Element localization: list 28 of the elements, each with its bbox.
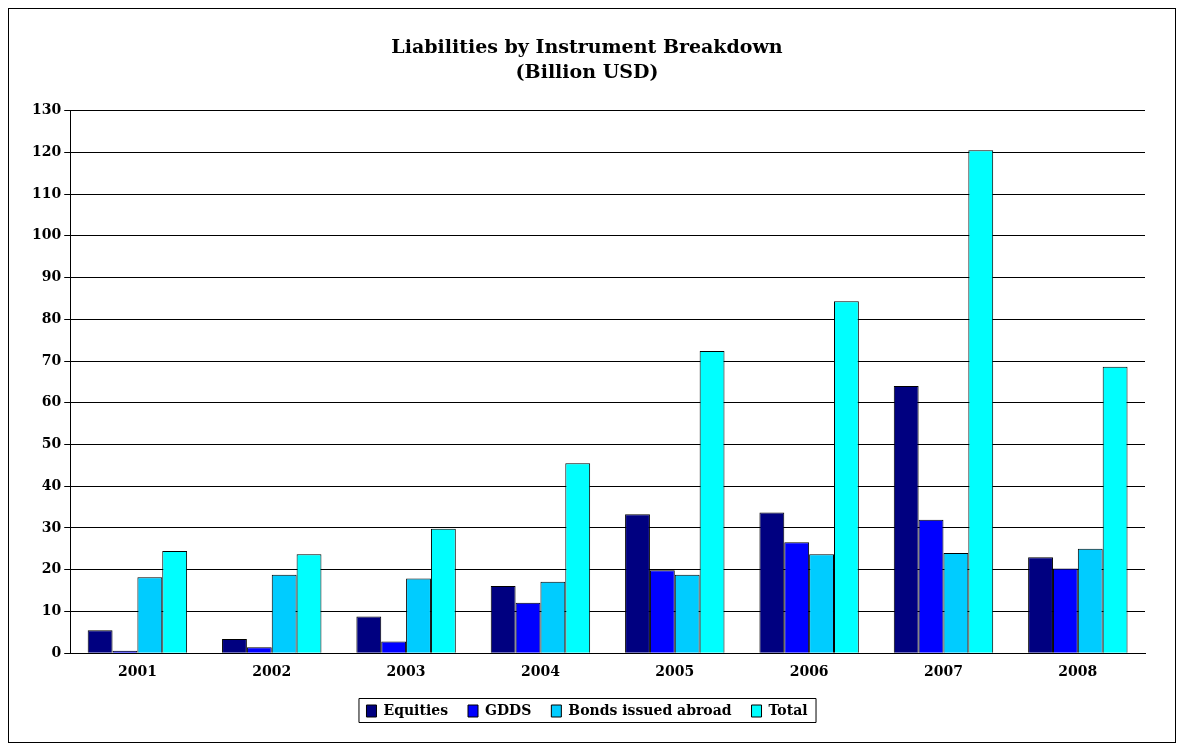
- x-tick-label: 2005: [655, 663, 695, 680]
- y-tick-label: 130: [31, 101, 62, 118]
- y-tick-label: 10: [41, 602, 62, 619]
- y-tick-label: 120: [31, 142, 62, 159]
- y-tick-label: 110: [31, 184, 62, 201]
- x-tick-label: 2003: [386, 663, 426, 680]
- y-tick-label: 70: [41, 351, 62, 368]
- x-tick-label: 2007: [924, 663, 963, 680]
- x-tick-label: 2001: [117, 663, 157, 680]
- y-tick-label: 100: [31, 226, 62, 243]
- y-tick-label: 60: [41, 393, 62, 410]
- x-tick-label: 2006: [789, 663, 829, 680]
- x-tick-label: 2004: [520, 663, 561, 680]
- legend-label: Total: [768, 701, 808, 718]
- legend-label: GDDS: [485, 701, 532, 718]
- y-tick-label: 50: [41, 435, 62, 452]
- chart-subtitle: (Billion USD): [515, 60, 659, 83]
- legend-label: Equities: [383, 701, 449, 718]
- y-tick-label: 20: [41, 560, 62, 577]
- y-tick-label: 90: [41, 268, 62, 285]
- legend-label: Bonds issued abroad: [568, 701, 732, 718]
- y-tick-label: 0: [51, 643, 62, 660]
- y-tick-label: 80: [41, 309, 62, 326]
- x-tick-label: 2008: [1058, 663, 1098, 680]
- x-tick-label: 2002: [252, 663, 292, 680]
- y-tick-label: 40: [41, 476, 62, 493]
- y-tick-label: 30: [41, 518, 62, 535]
- chart-title: Liabilities by Instrument Breakdown: [391, 35, 783, 58]
